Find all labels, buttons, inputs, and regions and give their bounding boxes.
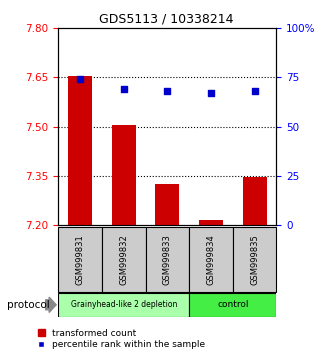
FancyArrow shape xyxy=(45,297,56,313)
Bar xyxy=(233,227,276,292)
Text: GSM999831: GSM999831 xyxy=(76,234,85,285)
Bar xyxy=(146,227,189,292)
Text: GSM999835: GSM999835 xyxy=(250,234,259,285)
Point xyxy=(121,86,127,92)
Text: GSM999833: GSM999833 xyxy=(163,234,172,285)
Bar xyxy=(58,293,189,317)
Bar xyxy=(155,184,179,225)
Point xyxy=(165,88,170,94)
Text: GSM999834: GSM999834 xyxy=(206,234,215,285)
Point xyxy=(252,88,257,94)
Text: GSM999832: GSM999832 xyxy=(119,234,128,285)
Bar xyxy=(102,227,146,292)
Point xyxy=(77,76,83,82)
Text: control: control xyxy=(217,300,248,309)
Point xyxy=(208,90,214,96)
Bar xyxy=(112,125,136,225)
Bar xyxy=(242,177,267,225)
Bar xyxy=(68,76,92,225)
Text: Grainyhead-like 2 depletion: Grainyhead-like 2 depletion xyxy=(71,300,177,309)
Bar xyxy=(189,227,233,292)
Text: GDS5113 / 10338214: GDS5113 / 10338214 xyxy=(99,12,234,25)
Bar xyxy=(199,220,223,225)
Legend: transformed count, percentile rank within the sample: transformed count, percentile rank withi… xyxy=(38,329,205,349)
Bar xyxy=(189,293,276,317)
Text: protocol: protocol xyxy=(7,300,49,310)
Bar xyxy=(58,227,102,292)
